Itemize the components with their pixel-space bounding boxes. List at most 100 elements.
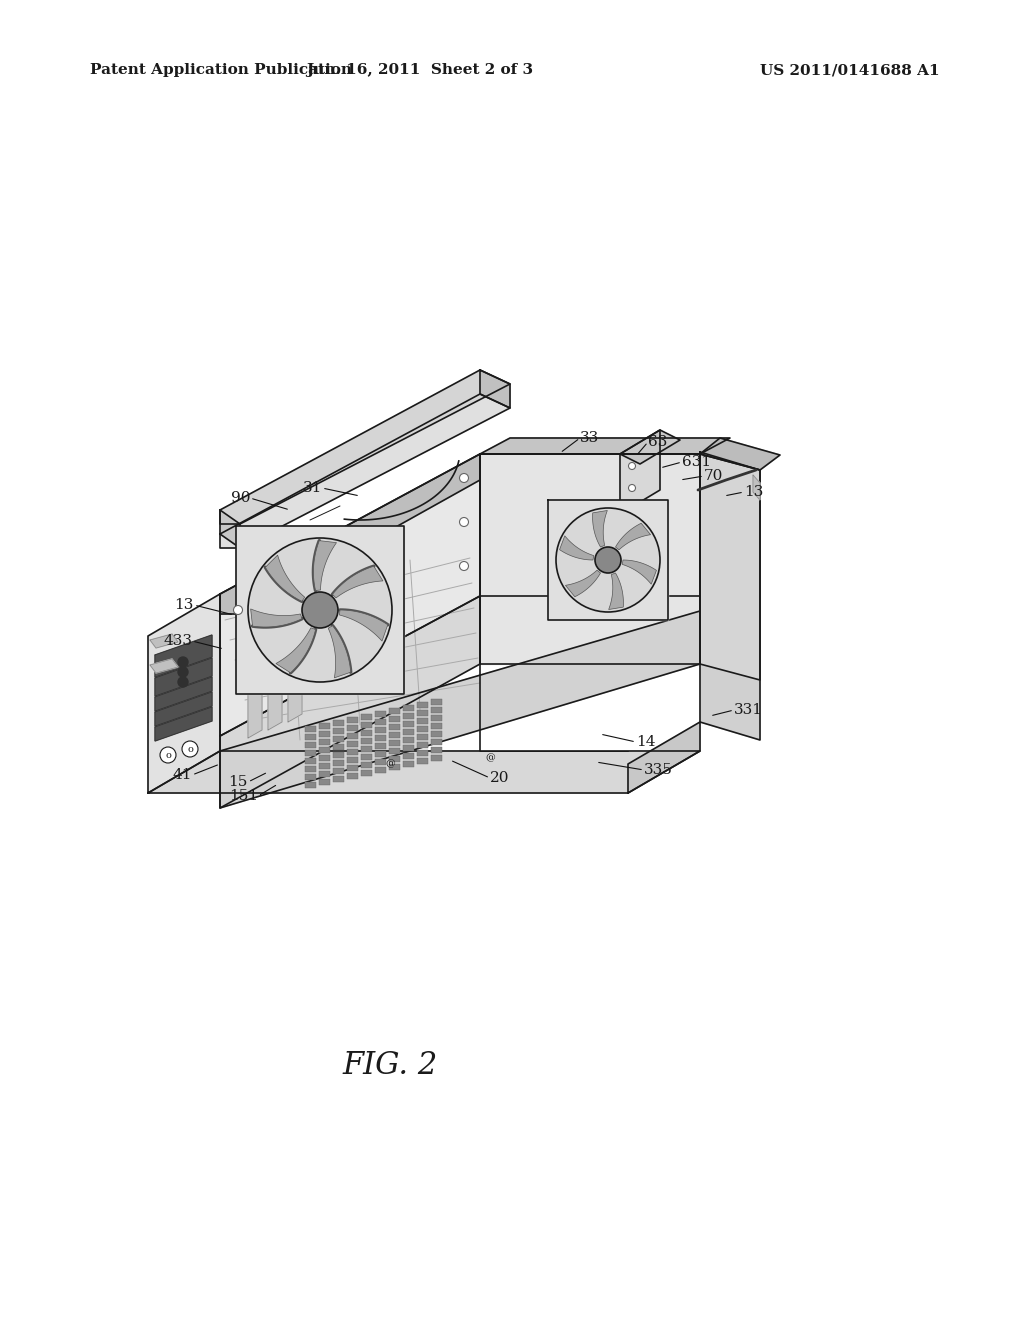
Circle shape bbox=[629, 462, 636, 470]
Polygon shape bbox=[150, 659, 178, 673]
Text: FIG. 2: FIG. 2 bbox=[342, 1049, 437, 1081]
Bar bbox=[389, 741, 400, 746]
Bar bbox=[431, 715, 442, 721]
Bar bbox=[375, 727, 386, 733]
Circle shape bbox=[248, 539, 392, 682]
Polygon shape bbox=[268, 663, 282, 730]
Bar bbox=[375, 711, 386, 717]
Bar bbox=[417, 710, 428, 715]
Polygon shape bbox=[155, 635, 212, 677]
Bar bbox=[361, 746, 372, 752]
Polygon shape bbox=[700, 454, 760, 680]
Circle shape bbox=[302, 591, 338, 628]
Polygon shape bbox=[313, 541, 337, 590]
Bar bbox=[333, 752, 344, 758]
Bar bbox=[431, 731, 442, 737]
Polygon shape bbox=[593, 511, 607, 546]
Text: Patent Application Publication: Patent Application Publication bbox=[90, 63, 352, 77]
Bar bbox=[347, 733, 358, 739]
Bar bbox=[319, 771, 330, 777]
Polygon shape bbox=[265, 556, 305, 602]
Polygon shape bbox=[220, 393, 510, 548]
Bar bbox=[375, 751, 386, 756]
Bar bbox=[333, 737, 344, 742]
Bar bbox=[319, 779, 330, 785]
Polygon shape bbox=[220, 510, 240, 548]
Circle shape bbox=[178, 657, 188, 667]
Polygon shape bbox=[628, 722, 700, 793]
Bar bbox=[417, 726, 428, 733]
Polygon shape bbox=[220, 597, 480, 808]
Text: 15: 15 bbox=[228, 775, 248, 789]
Circle shape bbox=[178, 677, 188, 686]
Text: @: @ bbox=[485, 754, 495, 763]
Bar bbox=[389, 748, 400, 754]
Bar bbox=[403, 729, 414, 735]
Bar bbox=[403, 737, 414, 743]
Bar bbox=[375, 735, 386, 741]
Bar bbox=[361, 762, 372, 768]
Bar bbox=[347, 766, 358, 771]
Text: 33: 33 bbox=[580, 432, 599, 445]
Bar bbox=[319, 731, 330, 737]
Bar bbox=[403, 762, 414, 767]
Bar bbox=[305, 774, 316, 780]
Bar bbox=[347, 725, 358, 731]
Circle shape bbox=[460, 561, 469, 570]
Bar bbox=[431, 708, 442, 713]
Polygon shape bbox=[275, 628, 315, 673]
Bar bbox=[375, 767, 386, 774]
Text: 90: 90 bbox=[230, 491, 250, 506]
Bar bbox=[417, 758, 428, 764]
Polygon shape bbox=[220, 611, 700, 808]
Polygon shape bbox=[620, 430, 680, 465]
Bar bbox=[333, 744, 344, 750]
Polygon shape bbox=[615, 523, 650, 550]
Polygon shape bbox=[480, 370, 510, 408]
Polygon shape bbox=[608, 573, 624, 610]
Text: 433: 433 bbox=[163, 634, 193, 648]
Bar bbox=[417, 750, 428, 756]
Circle shape bbox=[182, 741, 198, 756]
Circle shape bbox=[629, 484, 636, 491]
Bar bbox=[347, 741, 358, 747]
Bar bbox=[305, 781, 316, 788]
Bar bbox=[403, 713, 414, 719]
Bar bbox=[333, 768, 344, 774]
Bar bbox=[361, 770, 372, 776]
Bar bbox=[431, 700, 442, 705]
Polygon shape bbox=[753, 475, 760, 500]
Bar bbox=[417, 742, 428, 748]
Bar bbox=[389, 723, 400, 730]
Text: 13: 13 bbox=[175, 598, 194, 612]
Text: o: o bbox=[187, 744, 193, 754]
Text: 63: 63 bbox=[648, 436, 668, 449]
Bar bbox=[417, 734, 428, 741]
Bar bbox=[361, 754, 372, 760]
Circle shape bbox=[595, 546, 621, 573]
Polygon shape bbox=[329, 626, 350, 678]
Text: 41: 41 bbox=[172, 768, 193, 781]
Bar bbox=[431, 755, 442, 762]
Text: 70: 70 bbox=[705, 469, 723, 483]
Circle shape bbox=[460, 474, 469, 483]
Polygon shape bbox=[548, 500, 668, 620]
Bar bbox=[361, 722, 372, 729]
Bar bbox=[319, 747, 330, 752]
Polygon shape bbox=[480, 438, 730, 454]
Bar bbox=[319, 763, 330, 770]
Bar bbox=[305, 734, 316, 741]
Bar bbox=[389, 715, 400, 722]
Bar bbox=[333, 729, 344, 734]
Bar bbox=[347, 748, 358, 755]
Polygon shape bbox=[700, 438, 780, 470]
Polygon shape bbox=[565, 570, 600, 597]
Bar bbox=[319, 723, 330, 729]
Bar bbox=[333, 719, 344, 726]
Polygon shape bbox=[155, 692, 212, 726]
Bar bbox=[319, 755, 330, 762]
Text: 14: 14 bbox=[636, 735, 655, 748]
Text: 20: 20 bbox=[490, 771, 510, 785]
Text: 631: 631 bbox=[682, 455, 711, 469]
Polygon shape bbox=[620, 430, 660, 513]
